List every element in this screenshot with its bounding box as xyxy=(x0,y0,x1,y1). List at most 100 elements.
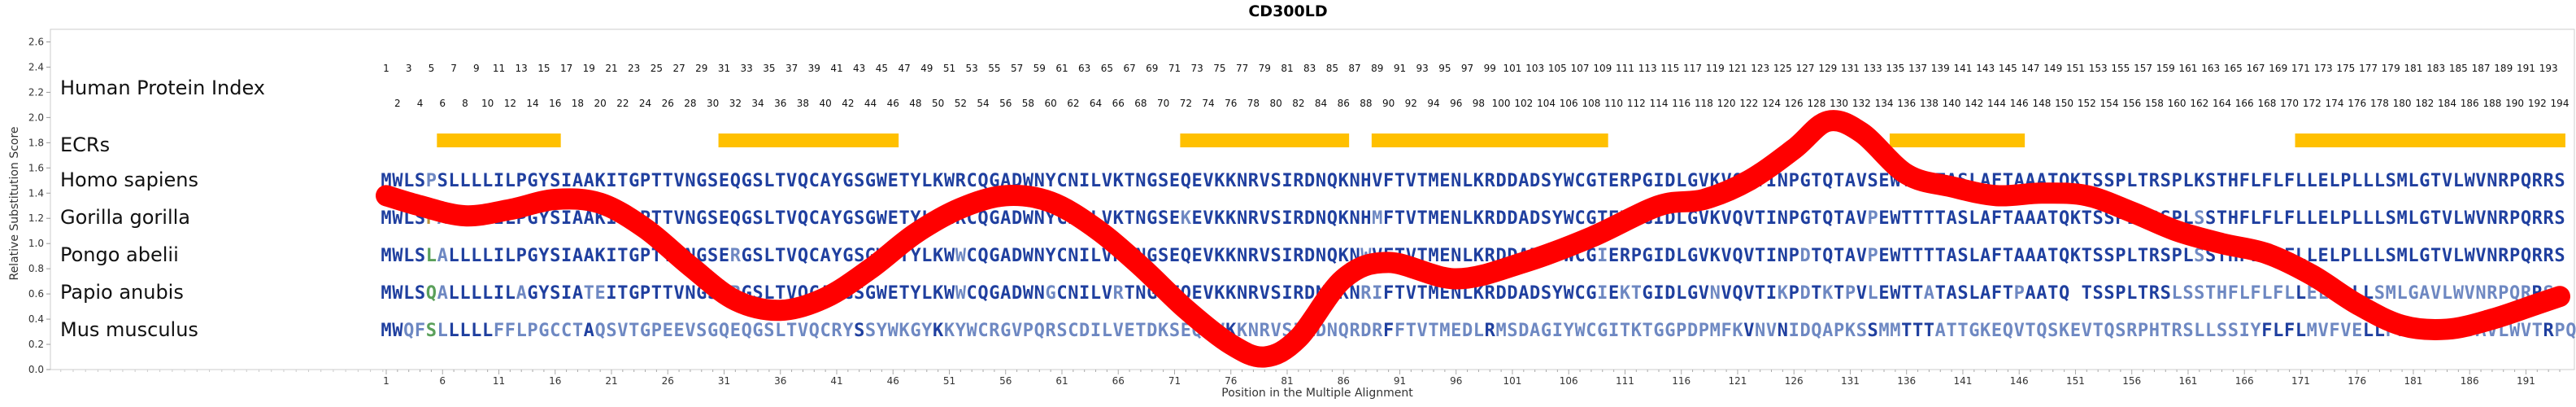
residue: T xyxy=(2217,171,2227,191)
residue: T xyxy=(1912,283,1923,304)
residue: T xyxy=(617,171,628,191)
residue: V xyxy=(1102,283,1112,304)
protein-index-label: 111 xyxy=(1616,63,1634,74)
y-axis-ticks: 0.0 0.2 0.4 0.6 0.8 1.0 1.2 1.4 1.6 1.8 2.0 2.2 2.4 2… xyxy=(28,36,50,375)
residue: I xyxy=(1653,246,1664,266)
residue: V xyxy=(1856,283,1867,304)
residue: S xyxy=(1957,208,1968,229)
residue: S xyxy=(2093,208,2104,229)
protein-index-label: 38 xyxy=(797,98,809,109)
y-tick-label: 0.4 xyxy=(28,313,44,325)
residue: T xyxy=(1755,246,1765,266)
residue: C xyxy=(809,208,820,229)
residue: T xyxy=(617,283,628,304)
residue: W xyxy=(1890,283,1901,304)
protein-index-label: 87 xyxy=(1348,63,1360,74)
series-line xyxy=(376,110,2570,368)
residue: D xyxy=(1304,246,1315,266)
residue: R xyxy=(2498,208,2509,229)
residue: I xyxy=(1281,283,1292,304)
protein-index-label: 142 xyxy=(1965,98,1983,109)
residue: G xyxy=(989,246,999,266)
protein-index-label: 83 xyxy=(1303,63,1316,74)
residue: N xyxy=(1135,283,1146,304)
residue: Y xyxy=(1552,283,1564,304)
residue: Y xyxy=(831,246,842,266)
protein-index-label: 146 xyxy=(2010,98,2029,109)
protein-index-label: 53 xyxy=(966,63,978,74)
residue: Y xyxy=(1046,171,1057,191)
residue: I xyxy=(494,171,504,191)
residue: L xyxy=(2329,208,2339,229)
residue: Q xyxy=(2059,208,2069,229)
chart-title: CD300LD xyxy=(1248,2,1327,20)
residue: S xyxy=(2182,283,2193,304)
residue: G xyxy=(742,171,752,191)
species-label: Pongo abelii xyxy=(60,243,179,266)
residue: R xyxy=(1248,171,1260,191)
residue: I xyxy=(2239,321,2250,341)
residue: R xyxy=(1620,246,1631,266)
residue: L xyxy=(505,171,516,191)
residue: Y xyxy=(842,321,854,341)
protein-index-label: 85 xyxy=(1326,63,1338,74)
protein-index-label: 15 xyxy=(537,63,550,74)
residue: E xyxy=(1878,208,1889,229)
residue: E xyxy=(1192,283,1203,304)
residue: S xyxy=(854,208,864,229)
residue: Q xyxy=(2521,171,2531,191)
residue: L xyxy=(2250,171,2261,191)
residue: M xyxy=(1372,208,1382,229)
residue: Y xyxy=(831,208,842,229)
protein-index-label: 10 xyxy=(481,98,494,109)
protein-index-label: 127 xyxy=(1796,63,1815,74)
residue: T xyxy=(1946,321,1956,341)
residue: P xyxy=(2115,283,2126,304)
residue: N xyxy=(1778,246,1788,266)
residue: D xyxy=(1079,321,1090,341)
residue: V xyxy=(1743,208,1754,229)
residue: F xyxy=(2250,283,2261,304)
residue: E xyxy=(1169,208,1180,229)
protein-index-label: 82 xyxy=(1292,98,1304,109)
protein-index-label: 136 xyxy=(1897,98,1916,109)
residue: L xyxy=(2273,171,2283,191)
y-tick-label: 0.0 xyxy=(28,364,44,375)
residue: A xyxy=(572,171,583,191)
protein-index-label: 137 xyxy=(1908,63,1927,74)
residue: V xyxy=(2442,246,2452,266)
residue: I xyxy=(606,283,616,304)
residue: T xyxy=(1912,246,1923,266)
residue: Q xyxy=(1811,321,1821,341)
residue: L xyxy=(2273,208,2283,229)
residue: I xyxy=(606,171,616,191)
y-tick-label: 1.8 xyxy=(28,137,44,148)
residue: N xyxy=(685,283,695,304)
residue: N xyxy=(1034,171,1045,191)
residue: N xyxy=(1755,321,1765,341)
residue: L xyxy=(2182,246,2193,266)
residue: S xyxy=(854,246,864,266)
residue: S xyxy=(2047,321,2058,341)
residue: T xyxy=(1643,321,1653,341)
x-tick-label: 126 xyxy=(1785,375,1804,387)
residue: F xyxy=(2329,321,2339,341)
protein-index-label: 154 xyxy=(2100,98,2119,109)
residue: V xyxy=(2475,208,2486,229)
residue: V xyxy=(1406,283,1416,304)
residue: V xyxy=(1406,171,1416,191)
residue: D xyxy=(1360,321,1371,341)
residue: K xyxy=(933,283,944,304)
residue: N xyxy=(1034,283,1045,304)
residue: L xyxy=(2396,283,2407,304)
residue: Q xyxy=(798,171,808,191)
protein-index-label: 182 xyxy=(2415,98,2434,109)
residue: K xyxy=(1237,321,1248,341)
residue: M xyxy=(2307,321,2317,341)
residue: K xyxy=(1778,283,1789,304)
residue: V xyxy=(1856,208,1867,229)
x-tick-label: 166 xyxy=(2235,375,2254,387)
residue: M xyxy=(1495,321,1506,341)
protein-index-label: 45 xyxy=(876,63,888,74)
